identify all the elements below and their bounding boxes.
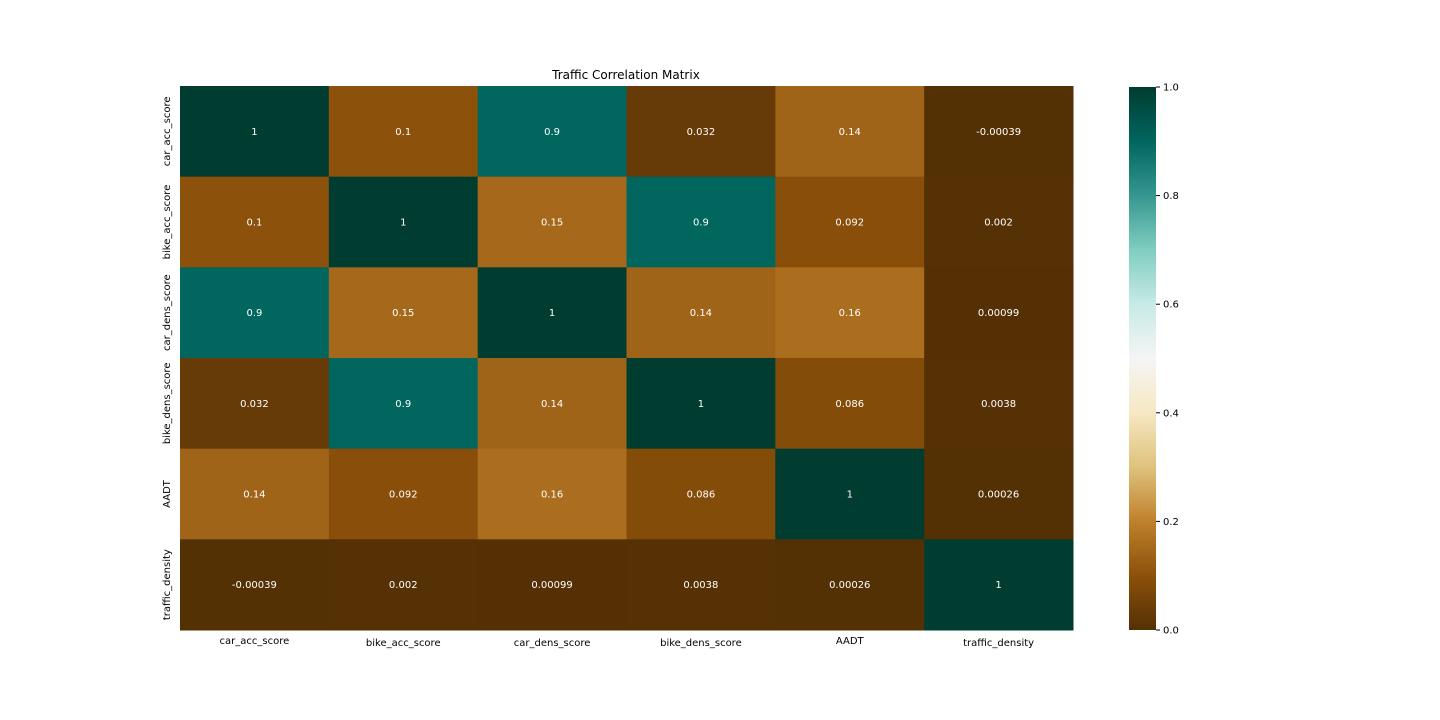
- cell-annotation: 0.032: [240, 399, 269, 410]
- cell-annotation: 0.14: [541, 399, 563, 410]
- cell-annotation: -0.00039: [976, 127, 1021, 138]
- colorbar: 0.0 0.2 0.4 0.6 0.8 1.0: [1129, 83, 1179, 637]
- cell-annotation: 0.14: [690, 308, 712, 319]
- heatmap-cell: [180, 539, 330, 631]
- cell-annotation: 0.9: [246, 308, 262, 319]
- heatmap-cell: [775, 448, 925, 540]
- cell-annotation: 0.14: [243, 490, 265, 501]
- x-tick-label: car_dens_score: [514, 638, 591, 649]
- colorbar-tick-label: 0.6: [1163, 300, 1179, 311]
- y-axis-tick-labels: car_acc_score bike_acc_score car_dens_scor…: [162, 96, 173, 620]
- heatmap-cell: [477, 267, 627, 359]
- x-tick-label: bike_dens_score: [660, 638, 742, 649]
- colorbar-tick-label: 0.4: [1163, 408, 1179, 419]
- heatmap-cell: [180, 176, 330, 268]
- heatmap-cells: [180, 86, 1074, 631]
- colorbar-tick-label: 0.8: [1163, 191, 1179, 202]
- cell-annotation: 0.002: [389, 580, 418, 591]
- heatmap-cell: [477, 176, 627, 268]
- x-tick-label: traffic_density: [963, 638, 1034, 649]
- cell-annotation: 0.15: [392, 308, 414, 319]
- heatmap-cell: [626, 267, 776, 359]
- cell-annotation: 1: [549, 308, 555, 319]
- cell-annotation: 0.15: [541, 218, 563, 229]
- heatmap-cell: [477, 539, 627, 631]
- heatmap-cell: [924, 176, 1074, 268]
- heatmap-cell: [775, 86, 925, 178]
- heatmap-cell: [477, 86, 627, 178]
- colorbar-ticks: 0.0 0.2 0.4 0.6 0.8 1.0: [1156, 83, 1179, 637]
- heatmap-cell: [180, 267, 330, 359]
- colorbar-tick-label: 0.2: [1163, 517, 1179, 528]
- heatmap-cell: [626, 539, 776, 631]
- cell-annotation: 0.0038: [683, 580, 718, 591]
- heatmap-cell: [775, 358, 925, 450]
- cell-annotation: 0.00026: [978, 490, 1019, 501]
- y-tick-label: AADT: [162, 479, 173, 508]
- x-tick-label: AADT: [836, 636, 865, 647]
- cell-annotation: 0.16: [541, 490, 563, 501]
- heatmap-cell: [775, 267, 925, 359]
- cell-annotation: 0.002: [984, 218, 1013, 229]
- heatmap-cell: [626, 448, 776, 540]
- y-tick-label: car_acc_score: [162, 96, 173, 166]
- x-axis-tick-labels: car_acc_score bike_acc_score car_dens_scor…: [220, 636, 1035, 649]
- x-tick-label: bike_acc_score: [366, 638, 441, 649]
- heatmap-cell: [180, 358, 330, 450]
- heatmap-cell: [328, 358, 479, 450]
- cell-annotation: 1: [251, 127, 257, 138]
- cell-annotation: 0.1: [246, 218, 262, 229]
- heatmap-cell: [924, 267, 1074, 359]
- heatmap-cell: [328, 267, 479, 359]
- cell-annotation: 0.00099: [978, 308, 1019, 319]
- heatmap-cell: [924, 539, 1074, 631]
- heatmap-annotations: 1 0.1 0.9 0.032 0.14 -0.00039 0.1 1 0.15 0.9 0.092…: [232, 127, 1021, 591]
- cell-annotation: 1: [400, 218, 406, 229]
- cell-annotation: 0.9: [395, 399, 411, 410]
- cell-annotation: 1: [995, 580, 1001, 591]
- heatmap-cell: [477, 448, 627, 540]
- cell-annotation: 0.00099: [531, 580, 572, 591]
- heatmap-cell: [924, 358, 1074, 450]
- cell-annotation: 0.092: [835, 218, 864, 229]
- colorbar-gradient: [1129, 87, 1156, 630]
- cell-annotation: -0.00039: [232, 580, 277, 591]
- cell-annotation: 0.0038: [981, 399, 1016, 410]
- heatmap-cell: [328, 448, 479, 540]
- heatmap-cell: [626, 176, 776, 268]
- heatmap-cell: [626, 358, 776, 450]
- cell-annotation: 0.14: [839, 127, 861, 138]
- heatmap-cell: [924, 86, 1074, 178]
- cell-annotation: 1: [847, 490, 853, 501]
- cell-annotation: 0.16: [839, 308, 861, 319]
- colorbar-tick-label: 1.0: [1163, 83, 1179, 94]
- y-tick-label: traffic_density: [162, 549, 173, 620]
- y-tick-label: car_dens_score: [162, 274, 173, 351]
- cell-annotation: 0.086: [835, 399, 864, 410]
- heatmap-cell: [328, 539, 479, 631]
- heatmap-cell: [775, 539, 925, 631]
- cell-annotation: 0.086: [687, 490, 716, 501]
- y-tick-label: bike_acc_score: [162, 185, 173, 260]
- colorbar-tick-label: 0.0: [1163, 626, 1179, 637]
- heatmap-cell: [477, 358, 627, 450]
- heatmap-cell: [924, 448, 1074, 540]
- heatmap-cell: [626, 86, 776, 178]
- cell-annotation: 1: [698, 399, 704, 410]
- cell-annotation: 0.9: [544, 127, 560, 138]
- heatmap-cell: [328, 86, 479, 178]
- chart-title: Traffic Correlation Matrix: [551, 68, 700, 82]
- cell-annotation: 0.092: [389, 490, 418, 501]
- heatmap-cell: [180, 86, 330, 178]
- cell-annotation: 0.1: [395, 127, 411, 138]
- cell-annotation: 0.00026: [829, 580, 870, 591]
- cell-annotation: 0.032: [687, 127, 716, 138]
- x-tick-label: car_acc_score: [220, 636, 290, 647]
- heatmap-cell: [180, 448, 330, 540]
- heatmap-cell: [328, 176, 479, 268]
- cell-annotation: 0.9: [693, 218, 709, 229]
- y-tick-label: bike_dens_score: [162, 363, 173, 445]
- heatmap-cell: [775, 176, 925, 268]
